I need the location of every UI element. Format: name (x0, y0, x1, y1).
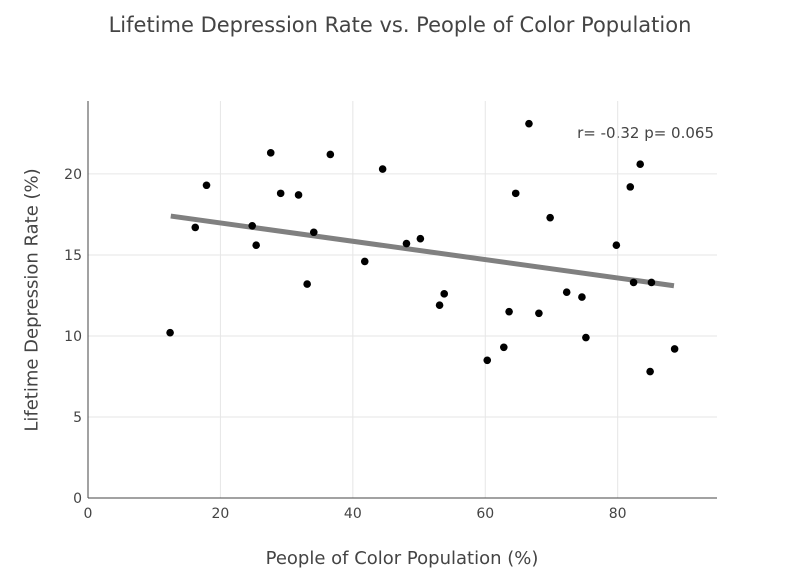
data-point (191, 223, 200, 232)
data-point (435, 301, 444, 309)
axes (87, 101, 717, 499)
x-tick-label: 60 (476, 506, 494, 522)
data-point (535, 309, 543, 318)
grid (88, 101, 717, 498)
data-point (562, 288, 571, 297)
data-point (166, 328, 174, 337)
x-tick-label: 20 (212, 506, 230, 522)
data-point (636, 160, 644, 168)
data-point (505, 307, 513, 316)
correlation-annotation: r= -0.32 p= 0.065 (577, 124, 714, 142)
data-point (416, 234, 425, 243)
data-point (402, 239, 411, 248)
data-point (248, 221, 257, 230)
trend-line (170, 213, 675, 289)
data-point (546, 213, 554, 222)
tick-labels: 0 20 40 60 80 0 5 10 15 20 (64, 167, 626, 522)
data-point (511, 189, 520, 198)
data-point (326, 150, 335, 159)
data-point (266, 149, 275, 157)
y-tick-label: 15 (64, 248, 82, 264)
data-point (309, 228, 318, 237)
data-point (500, 343, 508, 352)
x-tick-label: 40 (344, 506, 362, 522)
data-point (626, 183, 635, 191)
data-point (360, 257, 369, 266)
y-tick-label: 0 (73, 491, 82, 507)
data-point (483, 356, 492, 365)
chart-title: Lifetime Depression Rate vs. People of C… (108, 13, 692, 37)
data-point (647, 278, 656, 287)
data-point (276, 189, 285, 198)
x-tick-label: 0 (84, 506, 93, 522)
y-tick-label: 20 (64, 167, 82, 183)
data-point (612, 241, 621, 250)
data-point (525, 119, 533, 128)
y-tick-label: 10 (64, 329, 82, 345)
data-point (646, 367, 654, 376)
data-point (202, 181, 211, 190)
data-point (670, 345, 679, 353)
x-tick-label: 80 (609, 506, 627, 522)
data-point (578, 293, 586, 301)
data-point (582, 333, 590, 342)
data-point (629, 278, 638, 287)
y-tick-label: 5 (73, 410, 82, 426)
data-point (252, 241, 260, 250)
data-point (294, 191, 303, 199)
data-point (303, 280, 311, 288)
data-point (378, 165, 387, 173)
x-axis-label: People of Color Population (%) (265, 548, 539, 569)
data-marks (166, 119, 679, 376)
data-point (440, 290, 449, 298)
